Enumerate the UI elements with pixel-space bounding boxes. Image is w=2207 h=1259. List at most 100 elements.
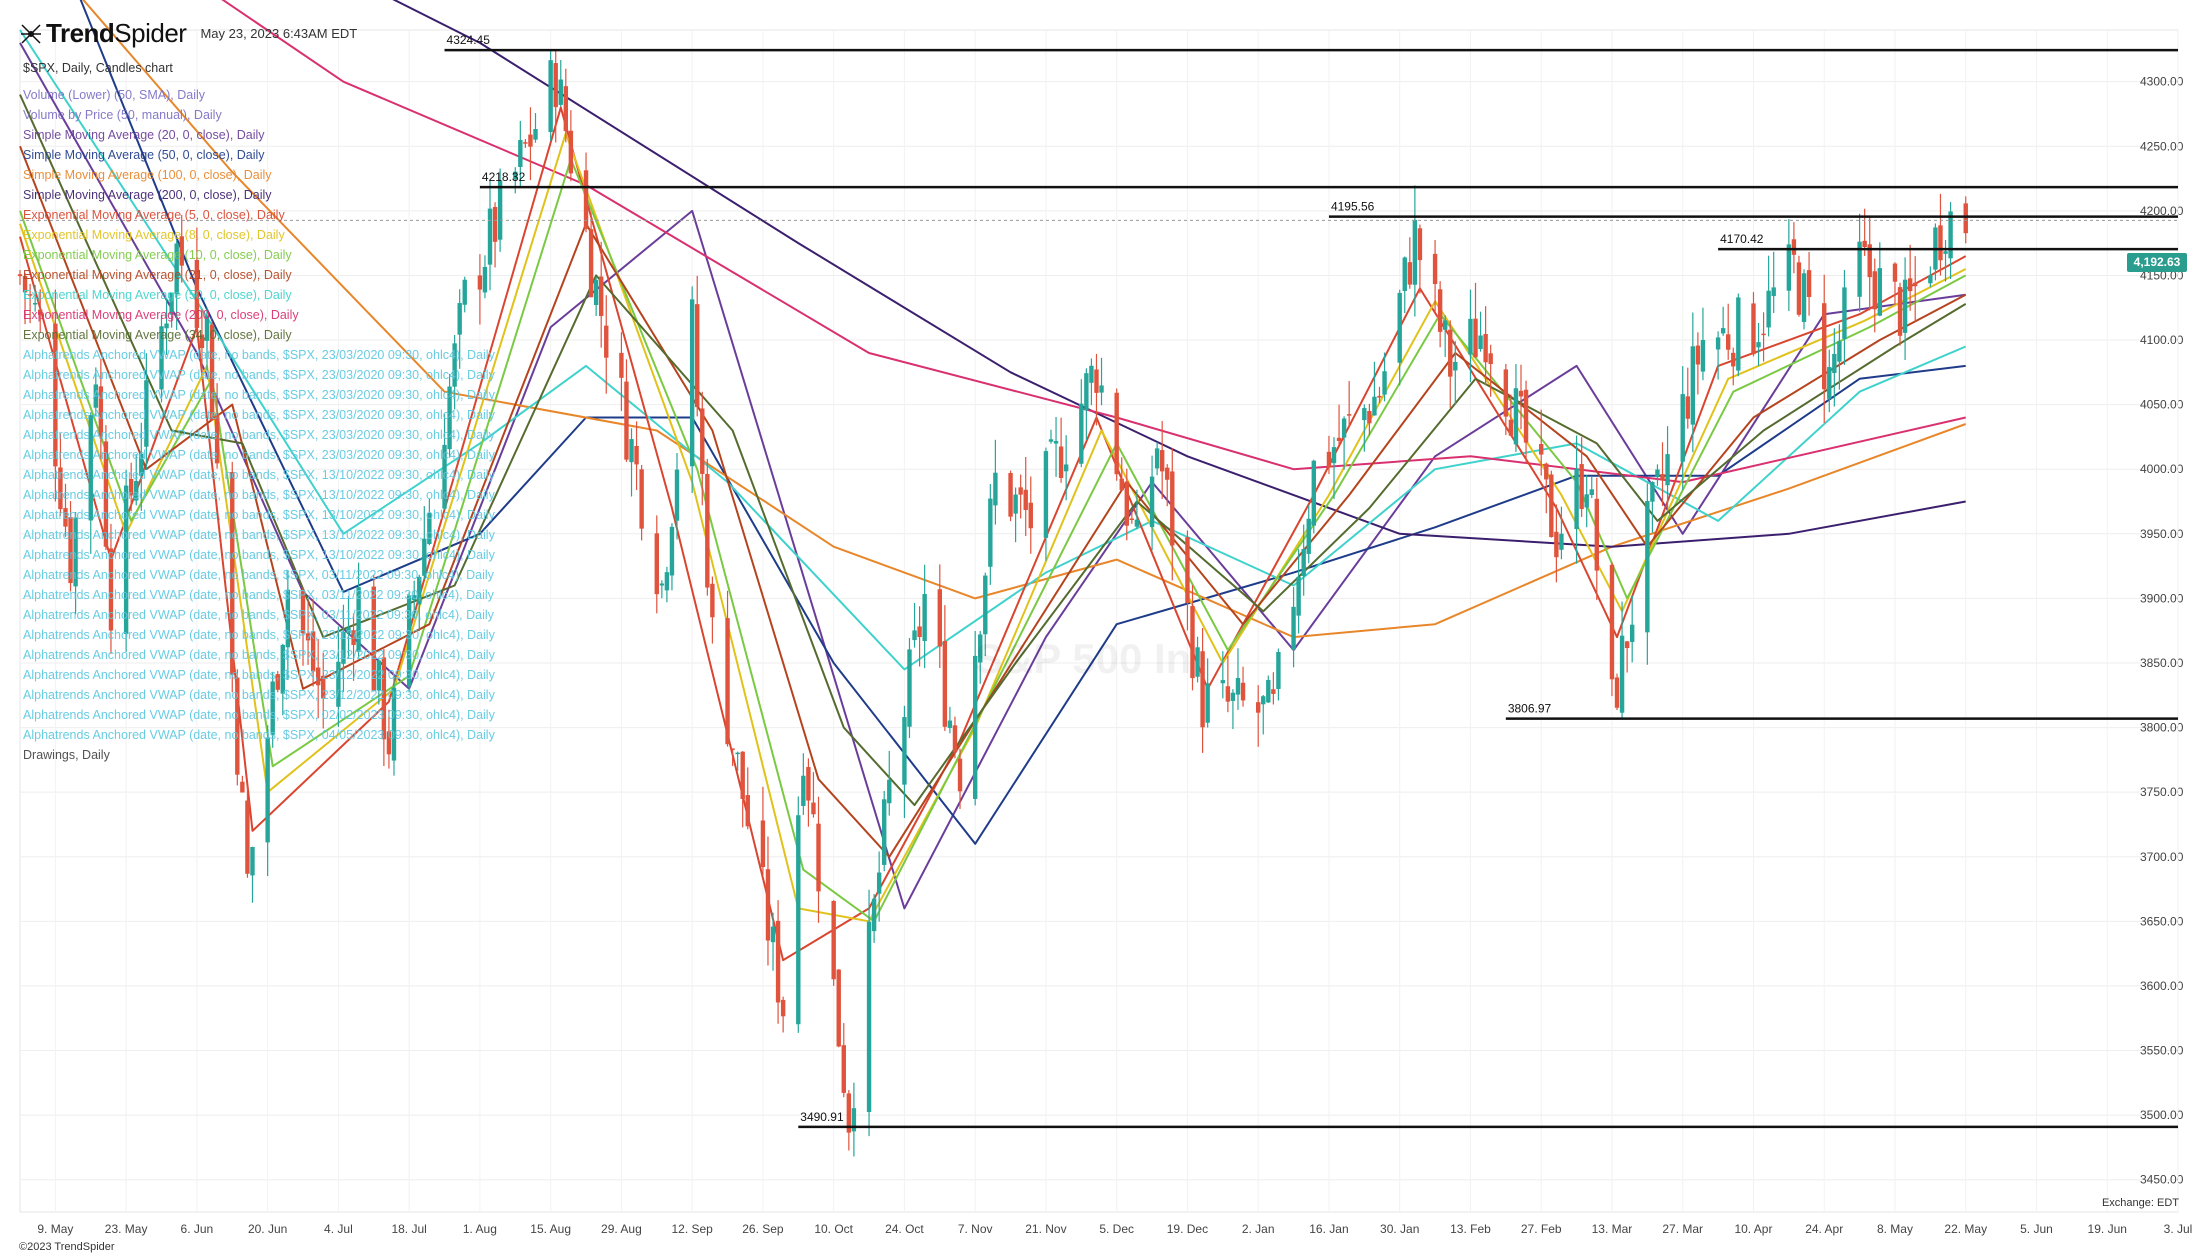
legend-item[interactable]: Simple Moving Average (200, 0, close), D… (23, 188, 272, 202)
legend-item[interactable]: Simple Moving Average (100, 0, close), D… (23, 168, 272, 182)
x-tick-label: 13. Feb (1450, 1222, 1491, 1236)
legend-item[interactable]: Alphatrends Anchored VWAP (date, no band… (23, 448, 495, 462)
legend-item[interactable]: Alphatrends Anchored VWAP (date, no band… (23, 408, 495, 422)
candle-body (1432, 253, 1438, 285)
watermark: S&P 500 In (975, 635, 1192, 682)
candle-body (1119, 478, 1124, 491)
legend-item[interactable]: Alphatrends Anchored VWAP (date, no band… (23, 368, 495, 382)
candle-body (1255, 702, 1261, 713)
candle-body (583, 170, 589, 229)
candle-body (1756, 342, 1761, 348)
legend-item[interactable]: Alphatrends Anchored VWAP (date, no band… (23, 628, 495, 642)
candle-body (1902, 279, 1908, 333)
legend-item[interactable]: Drawings, Daily (23, 748, 110, 762)
legend-item[interactable]: Alphatrends Anchored VWAP (date, no band… (23, 588, 494, 602)
legend-item[interactable]: Exponential Moving Average (50, 0, close… (23, 288, 292, 302)
candle-body (1296, 576, 1301, 616)
candle-body (1170, 471, 1175, 546)
y-tick-label: 4000.00 (2140, 462, 2184, 476)
legend-item[interactable]: Alphatrends Anchored VWAP (date, no band… (23, 608, 494, 622)
candle-body (1028, 502, 1033, 529)
candle-body (1645, 500, 1650, 633)
candle-body (462, 279, 467, 305)
candle-body (1205, 683, 1210, 723)
legend-item[interactable]: Simple Moving Average (50, 0, close), Da… (23, 148, 265, 162)
candle-body (1857, 241, 1862, 297)
candle-body (58, 467, 63, 510)
legend-item[interactable]: Exponential Moving Average (34, 0, close… (23, 328, 292, 342)
candle-body (1291, 606, 1296, 650)
legend-item[interactable]: Exponential Moving Average (8, 0, close)… (23, 228, 285, 242)
candle-body (412, 595, 417, 601)
candle-body (1235, 678, 1241, 695)
candle-body (1544, 463, 1549, 480)
legend-item[interactable]: Alphatrends Anchored VWAP (date, no band… (23, 428, 495, 442)
logo-brand-suffix: Spider (114, 18, 187, 48)
legend-item[interactable]: Simple Moving Average (20, 0, close), Da… (23, 128, 265, 142)
candle-body (548, 60, 553, 133)
candle-body (1549, 474, 1554, 538)
x-tick-label: 10. Oct (814, 1222, 853, 1236)
legend-item[interactable]: Alphatrends Anchored VWAP (date, no band… (23, 508, 495, 522)
legend-item[interactable]: Alphatrends Anchored VWAP (date, no band… (23, 488, 495, 502)
candle-body (422, 538, 427, 576)
x-tick-label: 13. Mar (1592, 1222, 1633, 1236)
candle-body (1448, 329, 1453, 377)
x-tick-label: 20. Jun (248, 1222, 287, 1236)
y-tick-label: 4200.00 (2140, 204, 2184, 218)
candle-body (1058, 446, 1064, 478)
candle-body (1574, 468, 1579, 530)
y-tick-label: 4250.00 (2140, 139, 2184, 153)
legend-item[interactable]: Alphatrends Anchored VWAP (date, no band… (23, 568, 494, 582)
candle-body (245, 800, 250, 874)
legend-item[interactable]: Exponential Moving Average (21, 0, close… (23, 268, 292, 282)
legend-item[interactable]: Alphatrends Anchored VWAP (date, no band… (23, 388, 495, 402)
candle-body (710, 583, 715, 618)
candle-body (1382, 371, 1387, 395)
legend-item[interactable]: Alphatrends Anchored VWAP (date, no band… (23, 468, 495, 482)
candle-body (1154, 448, 1160, 469)
legend-item[interactable]: Alphatrends Anchored VWAP (date, no band… (23, 348, 495, 362)
x-tick-label: 2. Jan (1242, 1222, 1275, 1236)
legend-item[interactable]: Volume by Price (50, manual), Daily (23, 108, 222, 122)
y-tick-label: 3700.00 (2140, 850, 2184, 864)
legend-item[interactable]: Alphatrends Anchored VWAP (date, no band… (23, 528, 495, 542)
legend-item[interactable]: Exponential Moving Average (200, 0, clos… (23, 308, 299, 322)
x-tick-label: 24. Oct (885, 1222, 924, 1236)
candle-body (1655, 469, 1660, 478)
candle-body (1063, 464, 1069, 472)
candle-body (1124, 481, 1129, 526)
candle-body (1013, 494, 1018, 514)
legend-item[interactable]: Alphatrends Anchored VWAP (date, no band… (23, 548, 495, 562)
candle-body (1261, 696, 1266, 705)
legend-item[interactable]: Exponential Moving Average (10, 0, close… (23, 248, 292, 262)
candle-body (1372, 396, 1377, 416)
candle-body (1473, 318, 1478, 358)
candle-body (1715, 337, 1721, 350)
candle-body (103, 441, 109, 547)
candle-body (1589, 489, 1594, 495)
candle-body (108, 548, 114, 631)
legend-item[interactable]: Alphatrends Anchored VWAP (date, no band… (23, 728, 495, 742)
candle-body (250, 847, 255, 876)
candle-body (947, 720, 953, 728)
candle-body (1053, 440, 1059, 444)
legend-item[interactable]: Alphatrends Anchored VWAP (date, no band… (23, 648, 495, 662)
legend-item[interactable]: Exponential Moving Average (5, 0, close)… (23, 208, 285, 222)
candle-body (1594, 498, 1600, 571)
candle-body (1690, 346, 1696, 425)
candle-body (209, 324, 215, 421)
candle-body (230, 472, 235, 675)
legend-item[interactable]: Alphatrends Anchored VWAP (date, no band… (23, 668, 495, 682)
legend-item[interactable]: Alphatrends Anchored VWAP (date, no band… (23, 688, 495, 702)
legend-item[interactable]: Alphatrends Anchored VWAP (date, no band… (23, 708, 495, 722)
legend-item[interactable]: Volume (Lower) (50, SMA), Daily (23, 88, 206, 102)
candle-body (745, 795, 750, 827)
candle-body (305, 633, 311, 641)
candle-body (1786, 244, 1792, 291)
candle-body (1665, 454, 1670, 486)
candle-body (88, 415, 93, 521)
candle-body (1488, 353, 1493, 365)
candle-body (164, 323, 169, 329)
